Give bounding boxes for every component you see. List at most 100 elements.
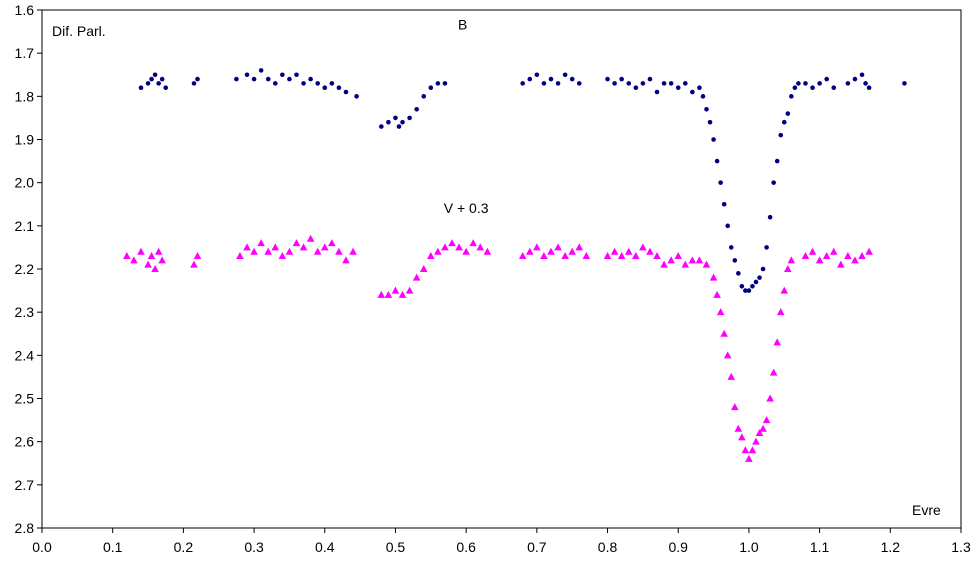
data-point-b: [191, 81, 197, 86]
data-point-v: [688, 256, 697, 264]
data-point-b: [640, 81, 646, 86]
data-point-b: [138, 85, 144, 90]
data-point-b: [711, 137, 716, 142]
data-point-b: [736, 271, 741, 276]
x-tick-label: 0.6: [456, 539, 476, 555]
data-point-v: [752, 437, 760, 445]
data-point-b: [757, 275, 762, 280]
data-point-b: [753, 279, 759, 285]
data-point-b: [548, 76, 554, 82]
x-tick-label: 1.3: [951, 539, 971, 555]
data-point-b: [771, 180, 776, 185]
data-point-v: [462, 247, 470, 255]
data-point-v: [745, 454, 753, 462]
data-point-b: [764, 245, 769, 250]
data-point-v: [759, 424, 767, 432]
data-point-b: [379, 124, 384, 129]
data-point-v: [349, 247, 357, 255]
data-point-b: [287, 76, 292, 82]
data-point-b: [845, 81, 851, 86]
data-point-v: [829, 247, 838, 255]
data-point-b: [697, 85, 702, 90]
y-axis-label: Dif. Parl.: [52, 23, 106, 39]
data-point-b: [396, 124, 402, 129]
data-point-v: [469, 239, 478, 247]
data-point-b: [690, 89, 695, 95]
data-point-b: [612, 81, 617, 86]
x-tick-label: 0.7: [527, 539, 547, 555]
data-point-v: [603, 252, 612, 260]
data-point-b: [386, 119, 391, 125]
data-point-b: [668, 81, 674, 86]
y-tick-label: 1.6: [15, 2, 35, 18]
data-point-v: [617, 252, 626, 260]
data-point-v: [342, 256, 350, 264]
series-label-v: V + 0.3: [444, 200, 489, 216]
data-point-v: [702, 260, 711, 268]
data-point-v: [762, 416, 771, 424]
data-point-b: [149, 76, 154, 82]
data-point-b: [520, 81, 526, 86]
data-point-b: [739, 283, 745, 289]
data-point-b: [272, 81, 278, 86]
data-point-v: [278, 252, 287, 260]
data-point-b: [152, 72, 158, 78]
data-point-v: [727, 372, 736, 380]
y-axis: 1.6 1.7 1.8 1.9 2.0 2.1 2.2 2.3 2.4 2.5 2.6 2.7 2.8: [15, 2, 42, 536]
data-point-v: [154, 247, 163, 255]
data-point-b: [195, 76, 200, 82]
data-point-b: [301, 81, 306, 86]
data-point-b: [251, 76, 257, 82]
data-point-b: [661, 81, 667, 86]
data-point-v: [476, 243, 485, 251]
data-point-v: [646, 247, 654, 255]
series-layer: [123, 68, 907, 462]
data-point-v: [844, 252, 852, 260]
data-point-v: [653, 252, 661, 260]
data-point-b: [555, 81, 561, 86]
data-point-v: [858, 252, 866, 260]
data-point-b: [746, 288, 752, 293]
data-point-v: [313, 247, 322, 255]
data-point-v: [815, 256, 824, 264]
data-point-v: [582, 252, 591, 260]
data-point-v: [328, 239, 336, 247]
data-point-b: [866, 85, 872, 90]
data-point-b: [442, 81, 448, 86]
y-tick-label: 1.9: [15, 132, 35, 148]
data-point-b: [329, 81, 335, 86]
data-point-b: [750, 283, 755, 289]
data-point-v: [674, 252, 683, 260]
x-tick-label: 0.1: [103, 539, 123, 555]
data-point-b: [824, 76, 829, 82]
data-point-v: [398, 290, 407, 298]
data-point-b: [817, 81, 822, 86]
data-point-v: [250, 247, 258, 255]
data-point-b: [774, 158, 780, 164]
data-point-v: [716, 308, 725, 316]
data-point-b: [322, 85, 328, 90]
data-point-b: [743, 288, 748, 293]
x-tick-label: 0.2: [174, 539, 194, 555]
data-point-v: [709, 273, 718, 281]
data-point-v: [292, 239, 301, 247]
y-tick-label: 2.8: [15, 520, 35, 536]
data-point-v: [158, 256, 166, 264]
data-point-b: [675, 85, 681, 90]
data-point-v: [568, 247, 576, 255]
data-point-b: [732, 258, 738, 263]
x-axis: 0.0 0.1 0.2 0.3 0.4 0.5 0.6 0.7 0.8 0.9 1.0 1.1 1.2 1…: [32, 528, 971, 555]
data-point-v: [518, 252, 527, 260]
x-tick-label: 0.4: [315, 539, 335, 555]
data-point-v: [787, 256, 796, 264]
data-point-b: [315, 81, 321, 86]
data-point-v: [667, 256, 675, 264]
data-point-b: [803, 81, 808, 86]
data-point-b: [435, 81, 441, 86]
data-point-b: [400, 119, 405, 125]
data-point-b: [576, 81, 582, 86]
data-point-v: [193, 252, 202, 260]
data-point-b: [234, 76, 239, 82]
data-point-v: [483, 247, 492, 255]
x-tick-label: 1.0: [739, 539, 759, 555]
